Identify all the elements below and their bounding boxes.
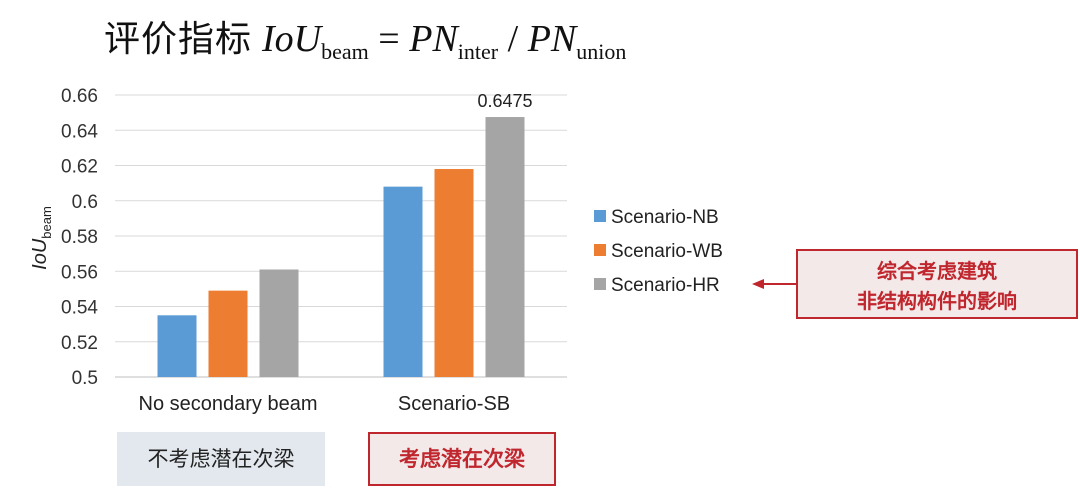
x-category-label: No secondary beam — [139, 393, 318, 415]
title-formula: IoUbeam = PNinter / PNunion — [262, 18, 626, 64]
y-tick-label: 0.58 — [61, 227, 98, 248]
y-axis-label-sub: beam — [39, 206, 54, 239]
bar — [259, 269, 299, 377]
formula-equals: = — [378, 18, 400, 60]
group-label-right: 考虑潜在次梁 — [368, 432, 556, 486]
group-label-left: 不考虑潜在次梁 — [117, 432, 325, 486]
y-tick-label: 0.52 — [61, 333, 98, 354]
bar — [485, 117, 525, 377]
y-tick-label: 0.64 — [61, 121, 98, 142]
formula-numerator: PN — [409, 18, 458, 60]
formula-denominator: PN — [527, 18, 577, 60]
data-label: 0.6475 — [477, 91, 532, 111]
x-category-label: Scenario-SB — [398, 393, 510, 415]
legend-label: Scenario-HR — [611, 275, 720, 296]
arrow-head-icon — [752, 279, 764, 289]
bar — [383, 186, 423, 377]
x-axis-categories: No secondary beam Scenario-SB — [139, 393, 511, 415]
y-axis-label: IoUbeam — [29, 206, 54, 270]
y-axis-ticks: 0.66 0.64 0.62 0.6 0.58 0.56 0.54 0.52 0.5 — [61, 86, 98, 389]
legend-swatch — [594, 210, 606, 222]
formula-lhs-sub: beam — [321, 39, 369, 64]
bar — [434, 169, 474, 377]
bars — [157, 117, 525, 377]
bar — [157, 315, 197, 377]
formula-slash: / — [507, 18, 519, 60]
title-text: 评价指标 — [104, 19, 253, 60]
legend-swatch — [594, 244, 606, 256]
y-tick-label: 0.56 — [61, 262, 98, 283]
y-tick-label: 0.62 — [61, 157, 98, 178]
legend-swatch — [594, 278, 606, 290]
formula-numerator-sub: inter — [457, 39, 499, 64]
legend-label: Scenario-NB — [611, 207, 719, 228]
formula-lhs: IoU — [262, 18, 322, 60]
page-title: 评价指标 IoUbeam = PNinter / PNunion — [104, 10, 626, 66]
legend-label: Scenario-WB — [611, 241, 723, 262]
y-axis-label-main: IoU — [29, 238, 51, 270]
y-tick-label: 0.5 — [72, 368, 98, 389]
annotation-line-1: 综合考虑建筑 — [877, 259, 997, 283]
annotation-line-2: 非结构构件的影响 — [857, 289, 1017, 313]
data-labels: 0.6475 — [477, 91, 532, 111]
formula-denominator-sub: union — [576, 39, 627, 64]
y-tick-label: 0.54 — [61, 298, 98, 319]
y-tick-label: 0.66 — [61, 86, 98, 107]
bar — [208, 290, 248, 377]
legend: Scenario-NB Scenario-WB Scenario-HR — [594, 207, 723, 296]
annotation-box: 综合考虑建筑 非结构构件的影响 — [796, 249, 1078, 319]
annotation-arrow — [752, 279, 796, 289]
y-tick-label: 0.6 — [72, 192, 98, 213]
